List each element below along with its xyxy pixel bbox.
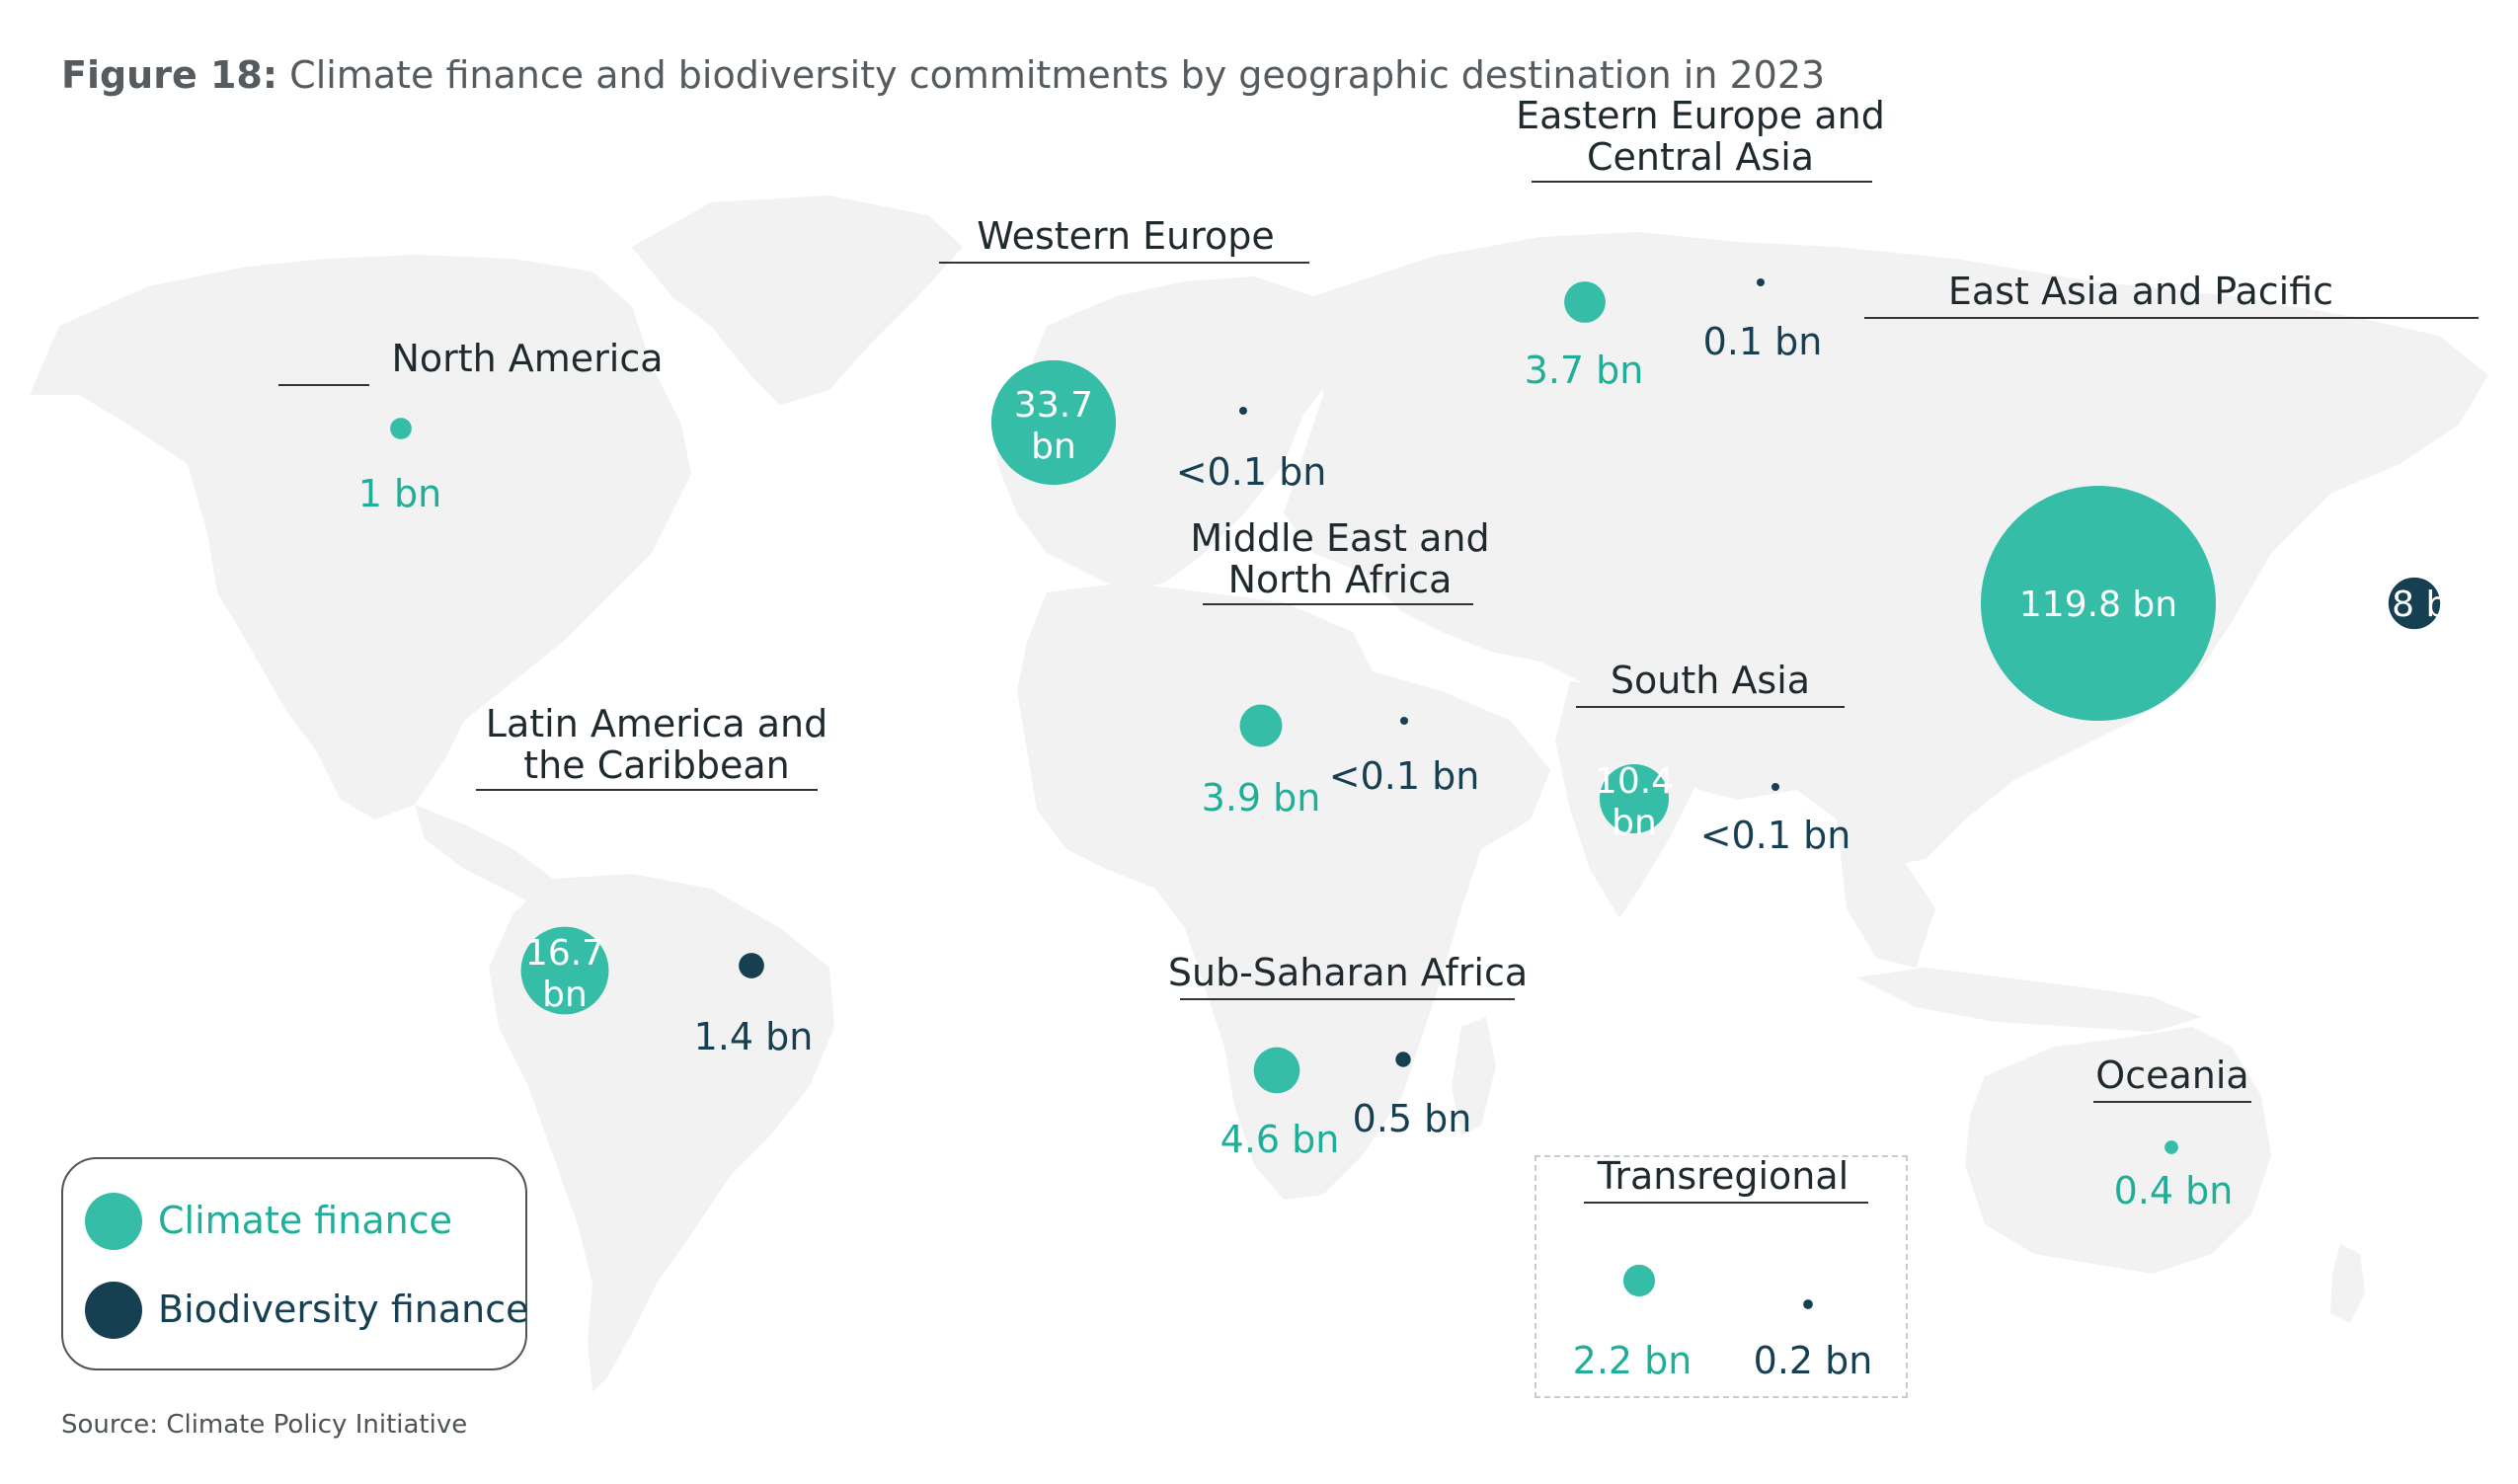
eastern-europe-central-asia-climate-label: 3.7 bn [1525,349,1644,392]
transregional-heading: Transregional [1597,1154,1849,1198]
eastern-europe-central-asia-heading: Eastern Europe and Central Asia [1516,94,1885,179]
east-asia-pacific-biodiversity-label: 5.8 bn [2358,585,2471,625]
south-asia-biodiversity-bubble [1771,783,1779,791]
label-layer: North America 1 bn Western Europe 33.7 bn <0.… [358,94,2471,1382]
legend: Climate finance Biodiversity finance [61,1157,529,1370]
landmass-asia [1284,232,2488,869]
latin-america-caribbean-biodiversity-label: 1.4 bn [694,1015,814,1058]
figure-title: Figure 18: Climate finance and biodivers… [61,53,1825,97]
source-note: Source: Climate Policy Initiative [61,1410,468,1440]
transregional-biodiversity-bubble [1803,1299,1813,1309]
legend-climate-label: Climate finance [158,1199,452,1242]
eastern-europe-central-asia-climate-bubble [1564,281,1606,323]
western-europe-heading: Western Europe [977,214,1275,258]
landmass-europe [997,276,1343,592]
western-europe-biodiversity-bubble [1239,407,1247,415]
middle-east-north-africa-climate-label: 3.9 bn [1202,776,1321,820]
east-asia-pacific-climate-label: 119.8 bn [2019,585,2177,625]
landmass-new-zealand [2330,1244,2365,1323]
landmass-australia [1965,1027,2271,1274]
landmass-africa [1017,583,1481,1200]
western-europe-climate-bubble [990,359,1117,486]
western-europe-climate-label: 33.7 bn [1014,385,1093,467]
sub-saharan-africa-heading: Sub-Saharan Africa [1168,951,1528,994]
east-asia-pacific-heading: East Asia and Pacific [1948,270,2333,313]
landmass-indonesia [1856,968,2202,1032]
north-america-heading: North America [391,337,663,380]
latin-america-caribbean-heading: Latin America and the Caribbean [486,702,827,787]
transregional-climate-bubble [1622,1264,1656,1297]
legend-biodiversity-label: Biodiversity finance [158,1288,529,1331]
transregional-box [1534,1155,1908,1398]
transregional-biodiversity-label: 0.2 bn [1754,1339,1873,1382]
figure-title-text: Climate finance and biodiversity commitm… [289,53,1826,97]
landmass-madagascar [1452,1017,1496,1135]
eastern-europe-central-asia-biodiversity-label: 0.1 bn [1703,320,1823,363]
bubble-layer [390,278,2441,1309]
sub-saharan-africa-climate-label: 4.6 bn [1220,1118,1340,1161]
legend-climate-swatch [85,1193,142,1250]
eastern-europe-central-asia-biodiversity-bubble [1757,278,1765,286]
transregional-climate-label: 2.2 bn [1573,1339,1692,1382]
middle-east-north-africa-biodiversity-label: <0.1 bn [1329,754,1480,798]
latin-america-caribbean-biodiversity-bubble [739,953,764,978]
east-asia-pacific-biodiversity-bubble [2388,577,2441,630]
middle-east-north-africa-biodiversity-bubble [1400,717,1408,725]
latin-america-caribbean-climate-label: 16.7 bn [525,933,604,1015]
sub-saharan-africa-climate-bubble [1253,1047,1300,1094]
latin-america-caribbean-climate-bubble [520,926,609,1015]
middle-east-north-africa-heading: Middle East and North Africa [1190,516,1489,601]
south-asia-climate-bubble [1599,763,1670,834]
heading-rules [278,181,2479,1204]
landmass-north-america [30,255,691,820]
oceania-climate-bubble [2164,1140,2178,1154]
south-asia-heading: South Asia [1611,659,1810,702]
south-asia-climate-label: 10.4 bn [1595,761,1674,843]
east-asia-pacific-climate-bubble [1981,486,2216,721]
sub-saharan-africa-biodiversity-bubble [1395,1052,1411,1067]
sub-saharan-africa-biodiversity-label: 0.5 bn [1353,1097,1472,1140]
landmass-greenland [632,195,963,405]
oceania-climate-label: 0.4 bn [2114,1169,2234,1212]
north-america-climate-label: 1 bn [358,472,441,515]
oceania-heading: Oceania [2095,1054,2248,1097]
south-asia-biodiversity-label: <0.1 bn [1700,814,1851,857]
middle-east-north-africa-climate-bubble [1239,704,1283,747]
landmass-southeast-asia [1837,820,1935,968]
western-europe-biodiversity-label: <0.1 bn [1176,450,1327,494]
legend-biodiversity-swatch [85,1282,142,1339]
figure-number: Figure 18: [61,53,278,97]
north-america-climate-bubble [390,418,412,439]
